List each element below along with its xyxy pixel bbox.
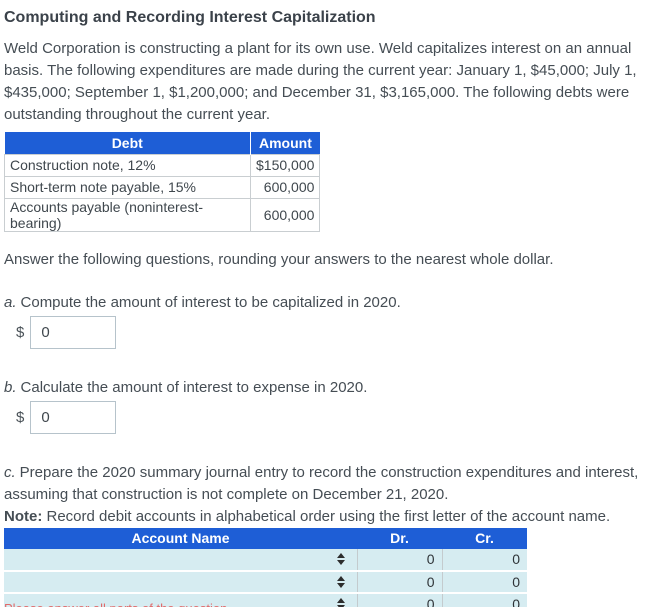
cr-cell bbox=[441, 570, 527, 594]
question-b-text: b. Calculate the amount of interest to ex… bbox=[4, 377, 653, 398]
account-name-column-header: Account Name bbox=[4, 527, 357, 549]
cr-cell bbox=[441, 592, 527, 607]
dr-input[interactable] bbox=[357, 593, 442, 607]
up-down-arrows-icon bbox=[336, 553, 345, 565]
dr-cell bbox=[356, 592, 442, 607]
answer-b-input[interactable] bbox=[30, 401, 117, 434]
cr-input[interactable] bbox=[442, 548, 527, 570]
table-row: Accounts payable (noninterest-bearing) 6… bbox=[4, 197, 321, 232]
journal-header-row: Account Name Dr. Cr. bbox=[4, 527, 527, 549]
dr-input[interactable] bbox=[357, 548, 442, 570]
journal-row bbox=[4, 570, 527, 594]
question-b-answer-row: $ bbox=[4, 401, 653, 435]
question-a-text: a. Compute the amount of interest to be c… bbox=[4, 292, 653, 313]
validation-message: Please answer all parts of the question. bbox=[4, 601, 231, 607]
debt-name-cell: Short-term note payable, 15% bbox=[4, 175, 251, 199]
journal-entry-table: Account Name Dr. Cr. bbox=[4, 527, 527, 607]
debt-name-cell: Construction note, 12% bbox=[4, 153, 251, 177]
note-text: Record debit accounts in alphabetical or… bbox=[46, 507, 611, 525]
debt-amount-cell: 600,000 bbox=[249, 197, 321, 232]
dollar-sign: $ bbox=[16, 324, 25, 341]
table-row: Construction note, 12% $150,000 bbox=[4, 153, 321, 177]
account-select-cell bbox=[4, 570, 357, 594]
question-c-note: Note: Record debit accounts in alphabeti… bbox=[4, 506, 653, 528]
debt-column-header: Debt bbox=[4, 132, 251, 154]
debt-table-header-row: Debt Amount bbox=[4, 132, 320, 154]
question-c-text: c. Prepare the 2020 summary journal entry… bbox=[4, 462, 653, 506]
journal-row bbox=[4, 592, 527, 607]
account-select-dropdown[interactable] bbox=[4, 572, 357, 592]
cr-input[interactable] bbox=[442, 593, 527, 607]
question-c-block: c. Prepare the 2020 summary journal entry… bbox=[4, 462, 653, 528]
amount-column-header: Amount bbox=[249, 132, 320, 154]
cr-column-header: Cr. bbox=[442, 527, 527, 549]
account-select-dropdown[interactable] bbox=[4, 549, 357, 570]
debt-table: Debt Amount Construction note, 12% $150,… bbox=[4, 132, 321, 232]
cr-input[interactable] bbox=[442, 571, 527, 592]
table-row: Short-term note payable, 15% 600,000 bbox=[4, 175, 321, 199]
rounding-instruction: Answer the following questions, rounding… bbox=[4, 250, 554, 268]
page-title: Computing and Recording Interest Capital… bbox=[4, 9, 376, 26]
debt-amount-cell: 600,000 bbox=[249, 175, 321, 199]
dr-column-header: Dr. bbox=[357, 527, 442, 549]
account-select-dropdown[interactable] bbox=[4, 594, 357, 607]
up-down-arrows-icon bbox=[336, 575, 345, 588]
dr-cell bbox=[356, 548, 442, 572]
cr-cell bbox=[441, 548, 527, 572]
debt-amount-cell: $150,000 bbox=[249, 153, 321, 177]
account-select-cell bbox=[4, 592, 357, 607]
question-a-answer-row: $ bbox=[4, 316, 653, 350]
note-label: Note: bbox=[4, 507, 43, 525]
debt-name-cell: Accounts payable (noninterest-bearing) bbox=[4, 197, 251, 232]
answer-a-input[interactable] bbox=[30, 316, 117, 349]
account-select-cell bbox=[4, 548, 357, 572]
question-c-label: c. bbox=[4, 463, 16, 481]
intro-paragraph: Weld Corporation is constructing a plant… bbox=[4, 40, 637, 123]
question-a-prompt: Compute the amount of interest to be cap… bbox=[20, 293, 401, 311]
up-down-arrows-icon bbox=[336, 597, 345, 607]
journal-row bbox=[4, 548, 527, 572]
dollar-sign: $ bbox=[16, 409, 25, 426]
question-c-prompt: Prepare the 2020 summary journal entry t… bbox=[4, 463, 639, 503]
question-b-prompt: Calculate the amount of interest to expe… bbox=[20, 378, 368, 396]
question-b-label: b. bbox=[4, 378, 17, 396]
dr-cell bbox=[356, 570, 442, 594]
question-a-label: a. bbox=[4, 293, 17, 311]
dr-input[interactable] bbox=[357, 571, 442, 592]
